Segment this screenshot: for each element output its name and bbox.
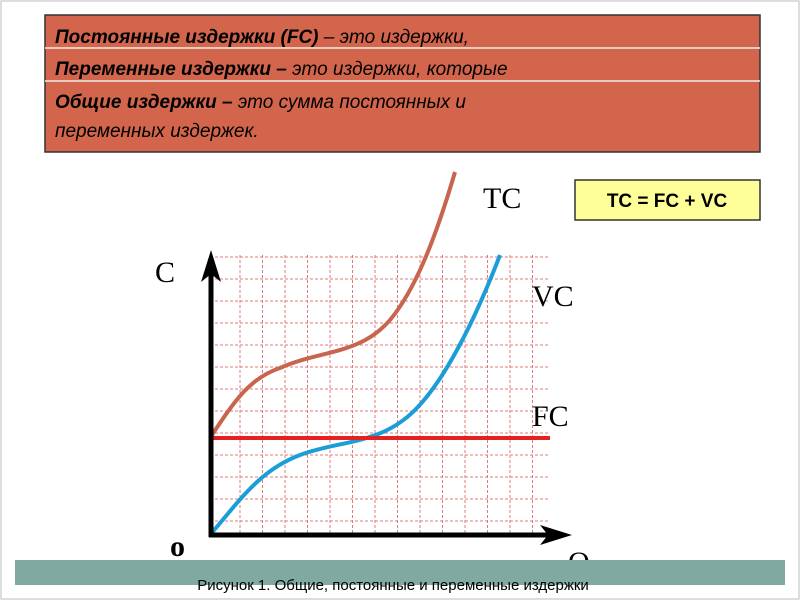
row-text: переменных издержек. (55, 121, 259, 142)
caption: Рисунок 1. Общие, постоянные и переменны… (197, 577, 589, 594)
tc-curve (208, 171, 457, 440)
row-text: Общие издержки – это сумма постоянных и (55, 92, 466, 113)
y-axis-label: C (155, 256, 175, 289)
footer-strip (15, 560, 785, 585)
origin-label: o (170, 530, 185, 563)
row-text: Постоянные издержки (FC) – это издержки, (55, 27, 469, 48)
fc-label: FC (532, 400, 569, 433)
formula-box (574, 179, 761, 221)
x-arrow (540, 525, 572, 545)
tc-label: TC (483, 182, 521, 215)
vc-label: VC (532, 280, 574, 313)
formula: TC = FC + VC (607, 191, 728, 212)
y-arrow (201, 250, 221, 282)
header-box (44, 14, 761, 153)
row-text: Переменные издержки – это издержки, кото… (55, 59, 508, 80)
